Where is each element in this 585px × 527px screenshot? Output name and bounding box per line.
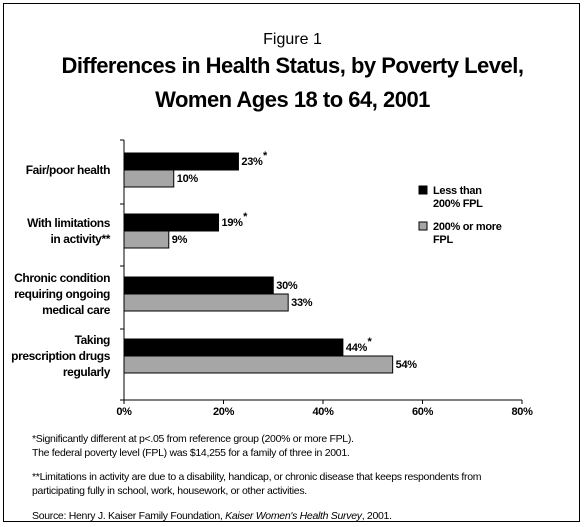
category-label-3-0: Taking xyxy=(75,333,110,347)
category-label-2-0: Chronic condition xyxy=(14,271,110,285)
footnote-limitations: **Limitations in activity are due to a d… xyxy=(32,471,482,483)
footnote-limitations-cont: participating fully in school, work, hou… xyxy=(32,485,307,497)
footnote-fpl: The federal poverty level (FPL) was $14,… xyxy=(32,447,350,459)
category-label-1-0: With limitations xyxy=(27,216,111,230)
significance-mark-1: * xyxy=(243,211,248,223)
source-suffix: , 2001. xyxy=(361,510,392,522)
legend-label-1-1: FPL xyxy=(433,234,453,246)
chart-title-line-2: Women Ages 18 to 64, 2001 xyxy=(155,87,430,112)
category-label-2-1: requiring ongoing xyxy=(14,287,110,301)
significance-mark-0: * xyxy=(263,150,268,162)
data-label-1-3: 54% xyxy=(396,359,418,371)
chart-title-line-1: Differences in Health Status, by Poverty… xyxy=(61,53,524,78)
category-label-1-1: in activity** xyxy=(51,232,111,246)
x-tick-label-3: 60% xyxy=(412,406,434,418)
significance-mark-3: * xyxy=(368,336,373,348)
bar-below200-0 xyxy=(123,152,239,171)
legend-swatch-1 xyxy=(418,221,428,231)
figure-label: Figure 1 xyxy=(263,31,322,48)
footnote-significance: *Significantly different at p<.05 from r… xyxy=(32,433,354,445)
bar-above200-3 xyxy=(123,355,394,374)
legend-label-0-0: Less than xyxy=(433,185,482,197)
data-label-1-1: 9% xyxy=(172,234,188,246)
x-tick-label-0: 0% xyxy=(116,406,132,418)
bar-above200-2 xyxy=(123,293,289,312)
data-label-1-0: 10% xyxy=(177,173,199,185)
legend-swatch-0 xyxy=(418,185,428,195)
legend-label-1-0: 200% or more xyxy=(433,221,502,233)
x-tick-label-2: 40% xyxy=(312,406,334,418)
source-prefix: Source: Henry J. Kaiser Family Foundatio… xyxy=(32,510,226,522)
category-label-2-2: medical care xyxy=(42,303,111,317)
data-label-1-2: 33% xyxy=(291,297,313,309)
legend-label-0-1: 200% FPL xyxy=(433,198,483,210)
category-label-3-1: prescription drugs xyxy=(11,349,111,363)
source-note: Source: Henry J. Kaiser Family Foundatio… xyxy=(32,509,577,523)
category-label-3-2: regularly xyxy=(63,365,111,379)
x-tick-label-1: 20% xyxy=(213,406,235,418)
data-label-0-2: 30% xyxy=(276,280,298,292)
data-label-0-0: 23% xyxy=(241,156,263,168)
x-tick-label-4: 80% xyxy=(511,406,533,418)
bar-above200-0 xyxy=(123,169,175,188)
bar-chart: 0% 20% 40% 60% 80%23% *10%Fair/poor health19%… xyxy=(11,139,533,418)
bar-below200-3 xyxy=(123,338,344,357)
category-label-0-0: Fair/poor health xyxy=(26,163,110,177)
source-title: Kaiser Women's Health Survey xyxy=(225,510,362,522)
bar-below200-1 xyxy=(123,213,220,232)
bar-below200-2 xyxy=(123,276,274,295)
figure-frame xyxy=(3,3,580,522)
data-label-0-3: 44% xyxy=(346,342,368,354)
bar-above200-1 xyxy=(123,230,170,249)
data-label-0-1: 19% xyxy=(222,217,244,229)
